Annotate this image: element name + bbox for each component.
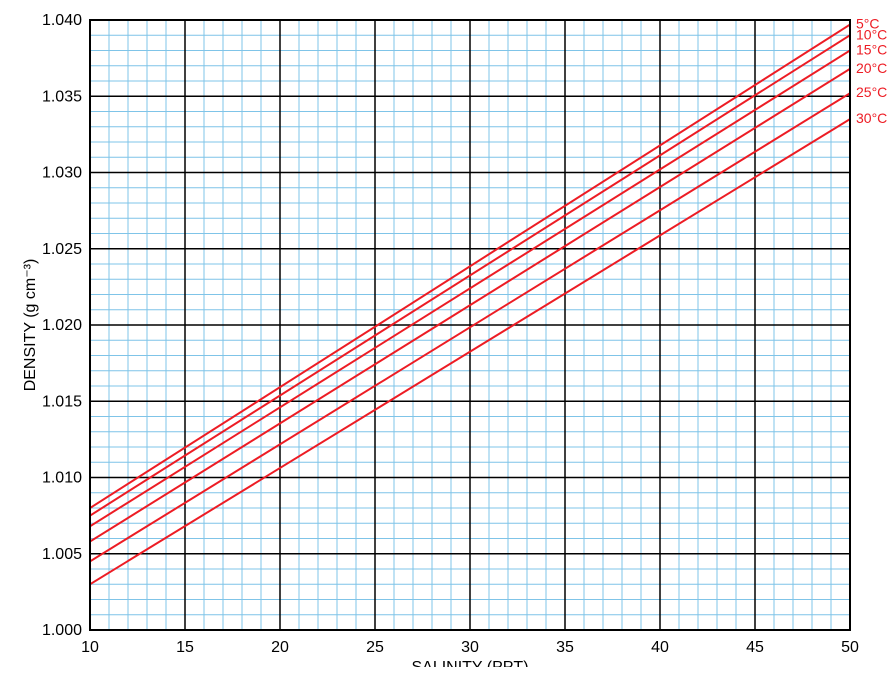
x-tick-label: 35 (556, 639, 574, 656)
y-tick-label: 1.030 (42, 165, 82, 182)
x-tick-label: 20 (271, 639, 289, 656)
y-tick-label: 1.020 (42, 317, 82, 334)
x-tick-label: 15 (176, 639, 194, 656)
x-tick-label: 30 (461, 639, 479, 656)
series-label: 30°C (856, 110, 887, 126)
series-label: 25°C (856, 84, 887, 100)
series-label: 15°C (856, 42, 887, 58)
y-tick-label: 1.000 (42, 622, 82, 639)
x-tick-label: 45 (746, 639, 764, 656)
y-tick-label: 1.025 (42, 241, 82, 258)
y-tick-label: 1.010 (42, 470, 82, 487)
y-tick-label: 1.005 (42, 546, 82, 563)
x-tick-label: 40 (651, 639, 669, 656)
y-tick-label: 1.015 (42, 393, 82, 410)
density-salinity-chart: 10 15 20 25 30 35 40 45 50 1.000 1.005 1.010 1.015 1.… (10, 10, 893, 667)
x-axis-label: SALINITY (PPT) (411, 659, 528, 667)
chart-svg: 10 15 20 25 30 35 40 45 50 1.000 1.005 1.010 1.015 1.… (10, 10, 893, 667)
y-tick-label: 1.035 (42, 88, 82, 105)
x-tick-label: 25 (366, 639, 384, 656)
y-tick-label: 1.040 (42, 12, 82, 29)
y-axis-label: DENSITY (g cm⁻³) (22, 259, 39, 392)
series-label: 10°C (856, 26, 887, 42)
series-label: 20°C (856, 60, 887, 76)
x-tick-label: 50 (841, 639, 859, 656)
x-tick-label: 10 (81, 639, 99, 656)
